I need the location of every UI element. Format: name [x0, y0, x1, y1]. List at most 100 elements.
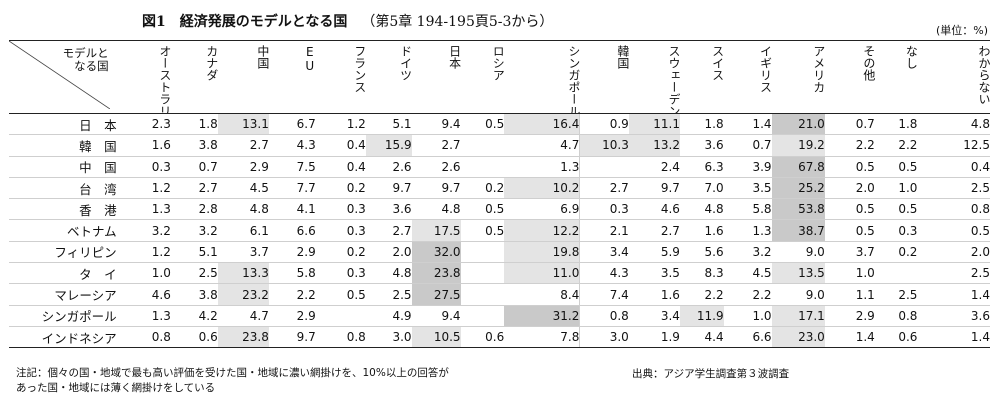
table-cell: 3.4 [628, 305, 680, 327]
table-cell: 4.5 [217, 177, 269, 200]
table-cell: 4.7 [504, 134, 580, 157]
table-cell: 13.2 [628, 134, 680, 157]
column-header: フランス [315, 40, 366, 114]
table-cell: 9.4 [411, 113, 461, 136]
table-row: 香 港 1.3 2.8 4.8 4.1 0.3 3.6 4.8 0.5 6.9 0.3 4.6 4.8 5… [9, 198, 990, 221]
table-cell: 5.1 [170, 241, 218, 264]
table-cell: 2.2 [874, 134, 918, 157]
table-cell: 2.8 [170, 198, 218, 221]
table-row: 中 国 0.3 0.7 2.9 7.5 0.4 2.6 2.6 1.3 2.4 6.3 3.9 67.8… [9, 156, 990, 178]
column-header: シンガポール [504, 40, 580, 114]
table-cell: 4.2 [170, 305, 218, 327]
table-cell: 2.5 [365, 283, 412, 306]
table-cell: 3.8 [170, 283, 218, 306]
table-cell: 0.8 [116, 326, 171, 349]
table-cell: 9.0 [771, 241, 825, 264]
table-cell: 2.9 [268, 305, 316, 327]
table-cell: 2.1 [579, 219, 629, 242]
table-cell: 2.4 [628, 156, 680, 178]
table-cell: 5.8 [268, 262, 316, 285]
table-cell: 2.7 [411, 134, 461, 157]
table-cell: 27.5 [411, 283, 461, 306]
table-cell: 3.9 [723, 156, 772, 178]
column-header: 中国 [217, 40, 269, 114]
table-cell: 13.1 [217, 113, 269, 136]
table-cell: 4.4 [679, 326, 724, 349]
table-cell: 8.3 [679, 262, 724, 285]
table-cell: 0.8 [579, 305, 629, 327]
table-cell: 2.5 [917, 262, 990, 285]
table-cell: 6.1 [217, 219, 269, 242]
table-row: タ イ 1.0 2.5 13.3 5.8 0.3 4.8 23.8 11.0 4.3 3.5 8.3 4… [9, 262, 990, 285]
table-cell: 3.2 [116, 219, 171, 242]
table-cell: 7.7 [268, 177, 316, 200]
table-cell: 0.3 [315, 219, 366, 242]
table-row: インドネシア 0.8 0.6 23.8 9.7 0.8 3.0 10.5 0.6 7.8 3.0 1.… [9, 326, 990, 349]
table-cell: 1.1 [824, 283, 875, 306]
table-cell [460, 305, 505, 327]
table-row: マレーシア 4.6 3.8 23.2 2.2 0.5 2.5 27.5 8.4 7.4 1.6 2.2… [9, 283, 990, 306]
table-cell: 6.6 [723, 326, 772, 349]
note-line-1: 注記：個々の国・地域で最も高い評価を受けた国・地域に濃い網掛けを、10%以上の回… [16, 367, 449, 379]
table-cell: 16.4 [504, 113, 580, 136]
table-cell: 2.9 [268, 241, 316, 264]
table-cell: 1.3 [504, 156, 580, 178]
table-cell [460, 241, 505, 264]
table-cell: 2.5 [917, 177, 990, 200]
row-label: ベトナム [9, 219, 117, 242]
row-label: 台 湾 [9, 177, 117, 200]
table-cell: 13.5 [771, 262, 825, 285]
table-cell: 3.6 [917, 305, 990, 327]
table-cell: 0.3 [315, 262, 366, 285]
table-cell [579, 156, 629, 178]
table-cell [460, 283, 505, 306]
row-label: 香 港 [9, 198, 117, 221]
table-cell: 4.8 [411, 198, 461, 221]
table-cell: 0.8 [917, 198, 990, 221]
table-cell: 11.0 [504, 262, 580, 285]
table-cell: 4.8 [217, 198, 269, 221]
table-cell: 1.2 [116, 177, 171, 200]
table-cell: 0.3 [116, 156, 171, 178]
table-cell: 12.5 [917, 134, 990, 157]
table-cell: 9.7 [628, 177, 680, 200]
column-header: なし [874, 40, 918, 114]
column-header: 日本 [411, 40, 461, 114]
column-header: 韓国 [579, 40, 629, 114]
table-cell [315, 305, 366, 327]
table-cell: 3.8 [170, 134, 218, 157]
table-row: 日 本 2.3 1.8 13.1 6.7 1.2 5.1 9.4 0.5 16.4 0.9 11.1 1… [9, 113, 990, 136]
table-cell: 3.0 [579, 326, 629, 349]
table-cell: 6.7 [268, 113, 316, 136]
table-cell: 1.6 [679, 219, 724, 242]
table-cell: 3.2 [170, 219, 218, 242]
table-cell: 23.8 [217, 326, 269, 349]
table-cell: 2.9 [824, 305, 875, 327]
table-cell: 17.1 [771, 305, 825, 327]
table-cell: 1.0 [116, 262, 171, 285]
table-cell: 3.6 [679, 134, 724, 157]
column-header: カナダ [170, 40, 218, 114]
table-cell: 12.2 [504, 219, 580, 242]
table-cell: 6.6 [268, 219, 316, 242]
table-cell: 0.7 [723, 134, 772, 157]
table-cell: 1.3 [723, 219, 772, 242]
column-header: わからない [917, 40, 990, 114]
table-cell: 1.2 [315, 113, 366, 136]
row-label: 中 国 [9, 156, 117, 178]
column-header: EU [268, 40, 316, 114]
table-cell: 0.5 [460, 113, 505, 136]
row-label: シンガポール [9, 305, 117, 327]
table-cell: 10.2 [504, 177, 580, 200]
table-cell: 0.5 [874, 156, 918, 178]
table-cell: 1.8 [874, 113, 918, 136]
table-cell: 1.0 [723, 305, 772, 327]
table-cell: 8.4 [504, 283, 580, 306]
table-cell: 2.2 [723, 283, 772, 306]
table-cell: 3.7 [217, 241, 269, 264]
table-cell: 3.7 [824, 241, 875, 264]
figure-subtitle: （第5章 194-195頁5-3から） [361, 14, 554, 30]
table-cell: 1.8 [170, 113, 218, 136]
table-cell: 7.4 [579, 283, 629, 306]
table-cell: 19.2 [771, 134, 825, 157]
